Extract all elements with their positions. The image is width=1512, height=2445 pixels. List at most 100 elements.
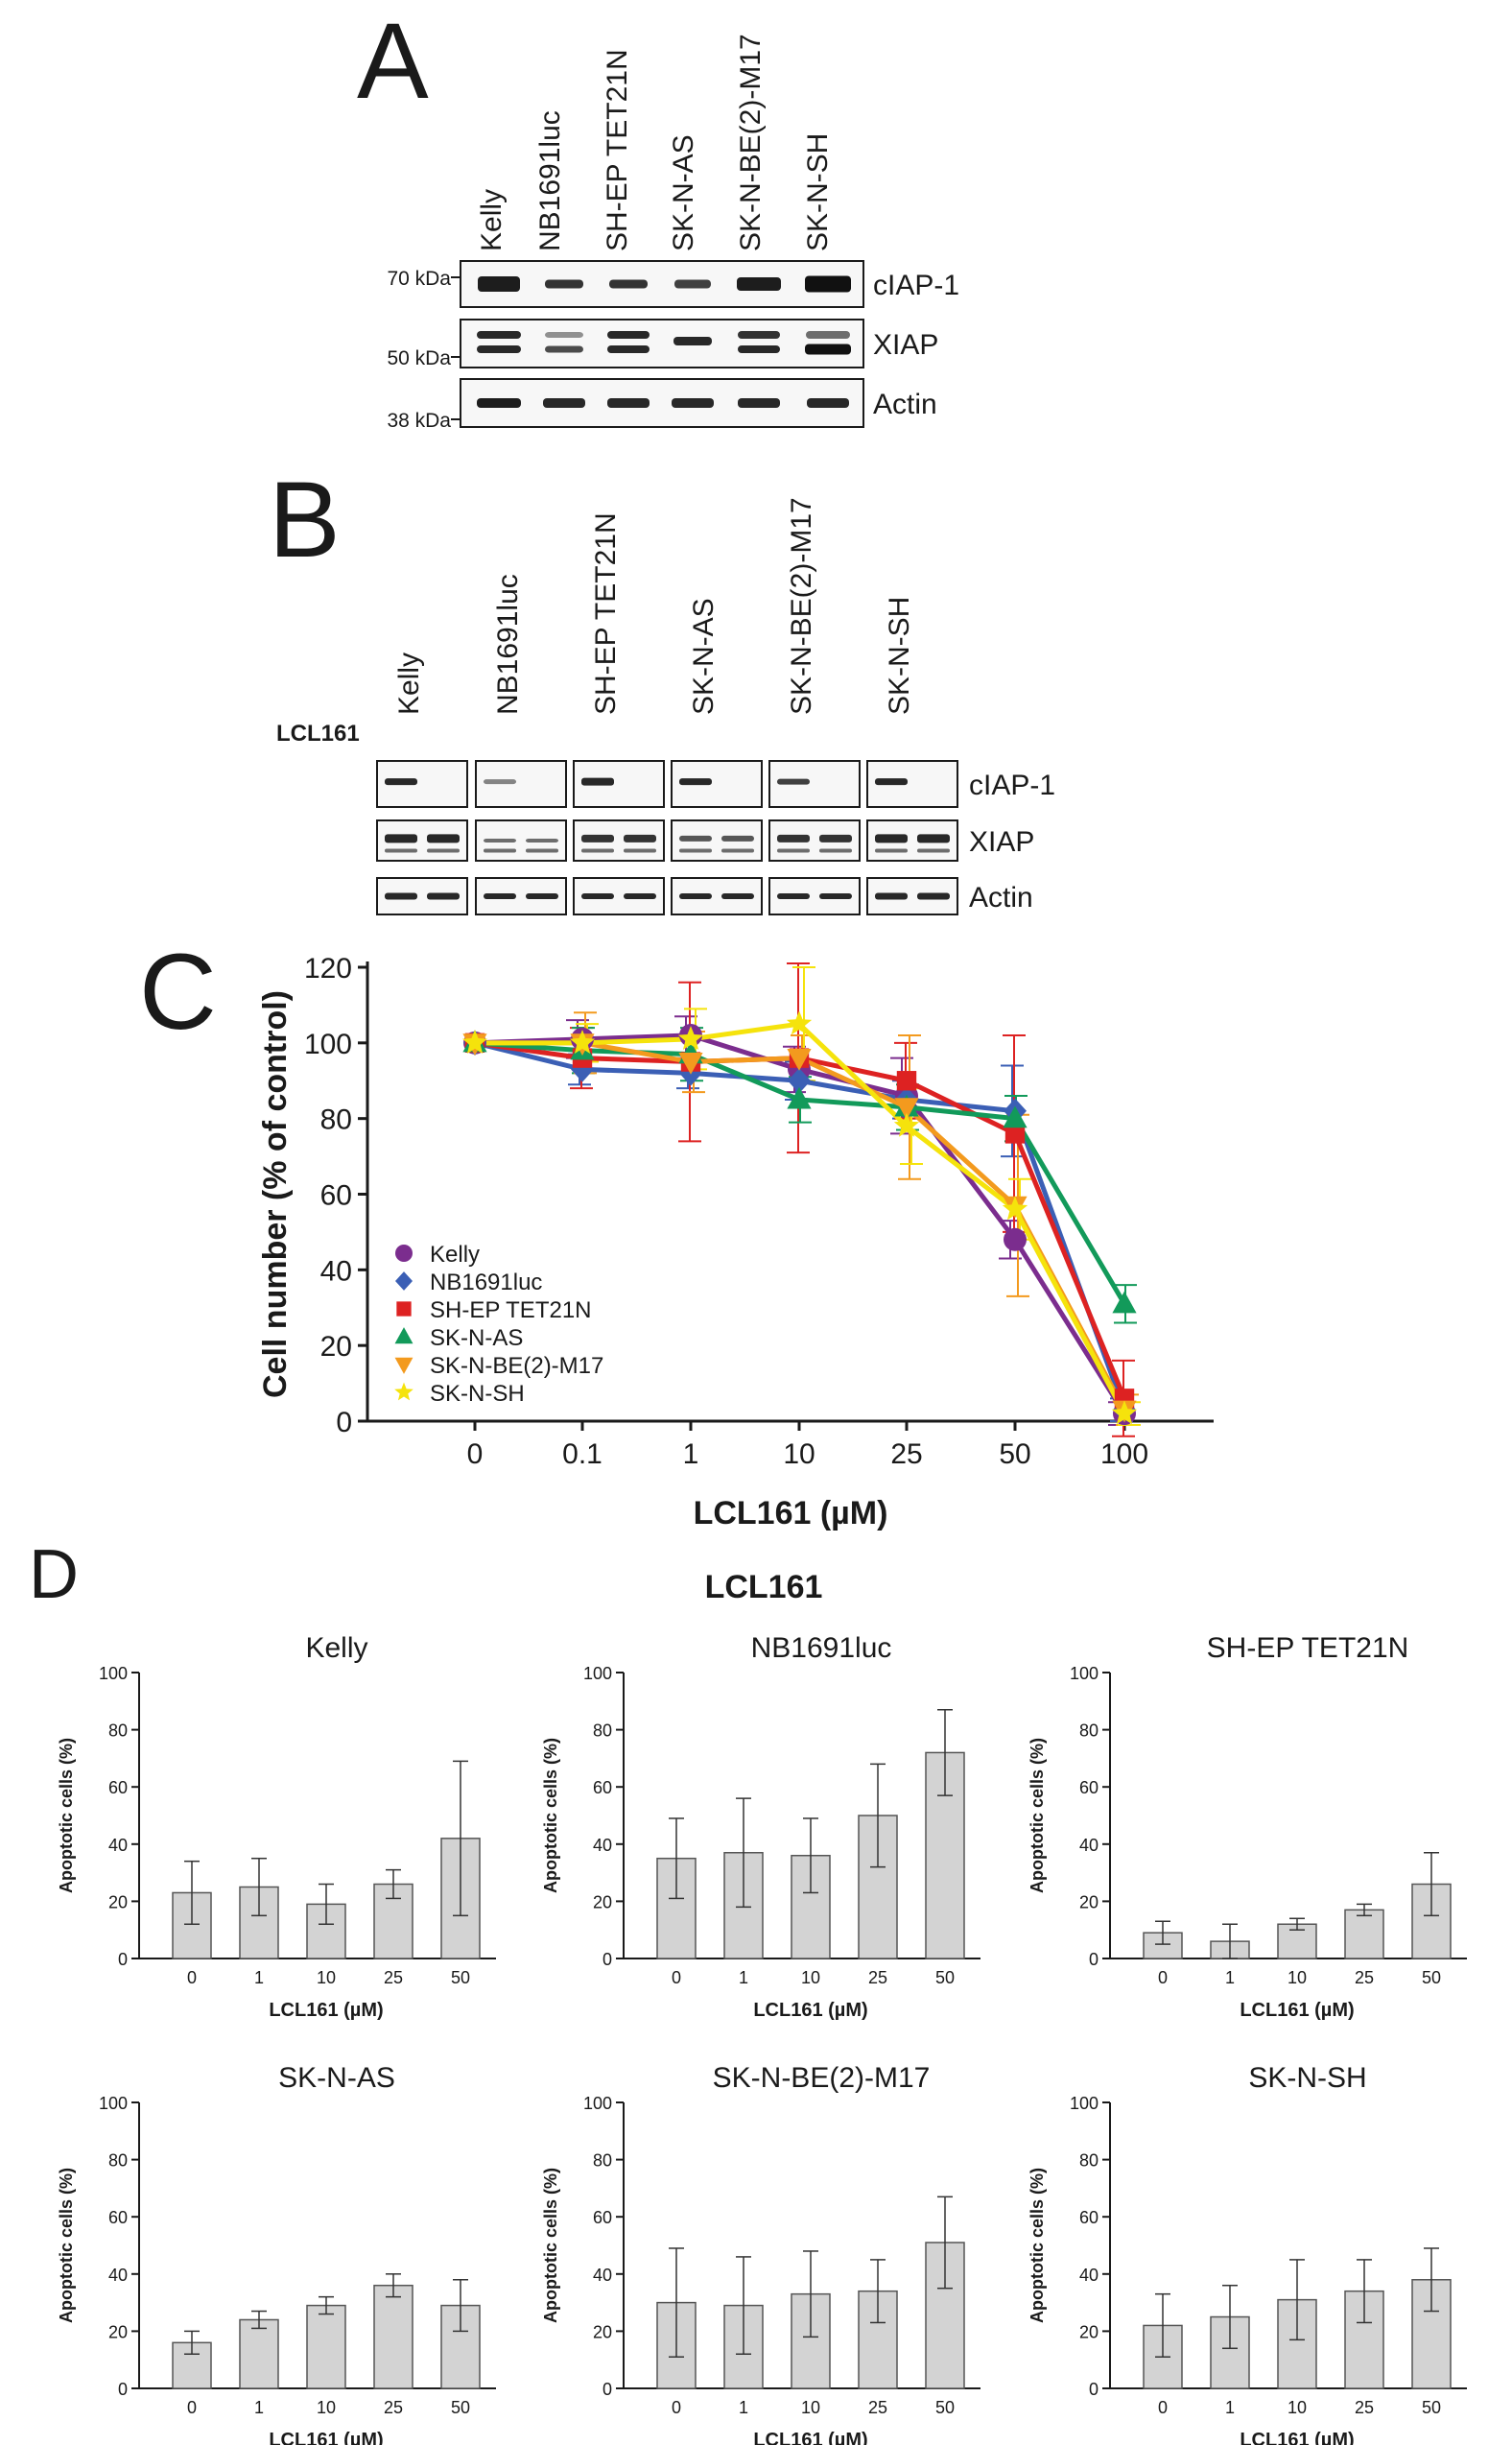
band-b-ciap-1-kelly-minus <box>385 778 417 786</box>
band-ciap-1-lane-1-1 <box>478 276 520 292</box>
d-xtick-label-sk-n-sh-10: 10 <box>1288 2398 1307 2417</box>
blot-label-actin: Actin <box>873 389 937 420</box>
c-ytick-label-40: 40 <box>320 1255 352 1287</box>
d-xtick-label-kelly-10: 10 <box>317 1968 336 1987</box>
band-b-actin-sh-ep-tet21n-plus <box>624 893 656 899</box>
d-chart-title-kelly: Kelly <box>305 1632 367 1664</box>
d-xtick-label-nb1691luc-0: 0 <box>672 1968 681 1987</box>
panel-b-blots: cIAP-1 XIAP Actin <box>376 760 1055 915</box>
c-legend-label-nb1691luc: NB1691luc <box>430 1270 542 1295</box>
c-legend-label-sk-n-be-2-m17: SK-N-BE(2)-M17 <box>430 1353 603 1379</box>
band-b-actin-sk-n-be-2-m17-minus <box>777 893 810 899</box>
d-chart-kelly: Kelly 0 20 40 60 80 100 Apoptotic cells (%) 0 1 10… <box>57 1632 496 2021</box>
band-b-xiap-nb1691luc-plus <box>526 839 558 843</box>
d-ytick-label-kelly-20: 20 <box>108 1892 128 1911</box>
lane-label-nb1691luc: NB1691luc <box>534 110 566 251</box>
c-point-sk-n-sh-5 <box>1002 1196 1028 1221</box>
d-ytick-label-kelly-100: 100 <box>99 1664 128 1683</box>
band-ciap-1-lane-5-1 <box>737 277 781 291</box>
band-b-xiap-lower-sk-n-be-2-m17-plus <box>819 848 852 853</box>
d-ytick-label-sh-ep-tet21n-80: 80 <box>1079 1721 1099 1741</box>
c-y-axis-label: Cell number (% of control) <box>257 990 294 1398</box>
d-xtick-label-nb1691luc-1: 1 <box>739 1968 748 1987</box>
band-actin-lane-6-1 <box>807 398 849 408</box>
d-y-axis-label-sk-n-be-2-m17: Apoptotic cells (%) <box>541 2168 560 2323</box>
c-point-sk-n-be-2-m17-4 <box>894 1098 919 1121</box>
d-xtick-label-sk-n-be-2-m17-25: 25 <box>868 2398 887 2417</box>
band-ciap-1-lane-3-1 <box>609 279 648 289</box>
d-ytick-label-sk-n-be-2-m17-100: 100 <box>583 2094 612 2113</box>
band-b-xiap-sk-n-sh-minus <box>875 834 908 843</box>
band-b-xiap-sk-n-be-2-m17-minus <box>777 834 810 843</box>
d-x-axis-label-nb1691luc: LCL161 (µM) <box>753 2000 867 2021</box>
c-x-axis-label: LCL161 (µM) <box>694 1495 888 1531</box>
d-y-axis-label-kelly: Apoptotic cells (%) <box>57 1738 76 1893</box>
d-xtick-label-kelly-50: 50 <box>451 1968 470 1987</box>
band-b-actin-sk-n-be-2-m17-plus <box>819 893 852 899</box>
d-ytick-label-sh-ep-tet21n-40: 40 <box>1079 1836 1099 1855</box>
blot-label-xiap: XIAP <box>873 329 938 361</box>
band-xiap-lane-1-2 <box>477 345 521 353</box>
band-b-actin-kelly-plus <box>427 892 460 900</box>
d-y-axis-label-sh-ep-tet21n: Apoptotic cells (%) <box>1028 1738 1047 1893</box>
panel-a-blots: cIAP-1 XIAP Actin <box>460 260 959 428</box>
d-ytick-label-sk-n-sh-60: 60 <box>1079 2208 1099 2227</box>
band-b-xiap-sh-ep-tet21n-minus <box>581 834 614 843</box>
d-xtick-label-sk-n-sh-0: 0 <box>1158 2398 1168 2417</box>
band-b-xiap-kelly-plus <box>427 834 460 843</box>
d-xtick-label-sk-n-be-2-m17-1: 1 <box>739 2398 748 2417</box>
c-ytick-label-80: 80 <box>320 1104 352 1136</box>
d-bar-sk-n-as-25 <box>373 2284 413 2389</box>
band-b-actin-sh-ep-tet21n-minus <box>581 893 614 899</box>
band-b-ciap-1-sk-n-as-minus <box>679 778 712 786</box>
band-ciap-1-lane-2-1 <box>545 279 583 289</box>
band-b-ciap-1-sh-ep-tet21n-minus <box>581 777 614 786</box>
d-ytick-label-sk-n-as-60: 60 <box>108 2208 128 2227</box>
band-xiap-lane-3-1 <box>607 331 650 339</box>
marker-70-kda: 70 kDa <box>387 268 451 290</box>
lane-label-sk-n-sh: SK-N-SH <box>802 133 834 251</box>
d-ytick-label-nb1691luc-40: 40 <box>593 1836 612 1855</box>
band-b-ciap-1-sk-n-sh-minus <box>875 778 908 786</box>
c-point-sk-n-as-3 <box>787 1086 812 1109</box>
d-ytick-label-sk-n-be-2-m17-20: 20 <box>593 2322 612 2341</box>
band-b-ciap-1-nb1691luc-minus <box>484 779 516 785</box>
d-ytick-label-sk-n-sh-80: 80 <box>1079 2151 1099 2171</box>
d-ytick-label-sh-ep-tet21n-0: 0 <box>1089 1950 1099 1969</box>
d-xtick-label-sh-ep-tet21n-25: 25 <box>1355 1968 1374 1987</box>
panel-b-letter: B <box>269 460 341 580</box>
panel-d-letter: D <box>29 1536 79 1613</box>
band-actin-lane-1-1 <box>477 398 521 408</box>
c-xtick-label-100: 100 <box>1100 1438 1148 1470</box>
band-b-xiap-lower-sk-n-sh-plus <box>917 848 950 853</box>
panel-a-letter: A <box>357 1 429 121</box>
d-xtick-label-sh-ep-tet21n-50: 50 <box>1422 1968 1441 1987</box>
d-ytick-label-nb1691luc-80: 80 <box>593 1721 612 1741</box>
band-xiap-lane-3-2 <box>607 345 650 353</box>
band-b-xiap-lower-sk-n-sh-minus <box>875 848 908 853</box>
band-xiap-lane-2-1 <box>545 332 583 338</box>
d-xtick-label-nb1691luc-50: 50 <box>935 1968 955 1987</box>
band-xiap-lane-1-1 <box>477 331 521 339</box>
c-ytick-label-20: 20 <box>320 1331 352 1363</box>
blot-box-ciap-1 <box>460 260 864 308</box>
d-xtick-label-sh-ep-tet21n-1: 1 <box>1225 1968 1235 1987</box>
c-legend-label-sk-n-sh: SK-N-SH <box>430 1381 525 1407</box>
d-xtick-label-sk-n-sh-25: 25 <box>1355 2398 1374 2417</box>
d-chart-sk-n-sh: SK-N-SH 0 20 40 60 80 100 Apoptotic cells (%) 0 1… <box>1028 2062 1467 2445</box>
d-ytick-label-kelly-40: 40 <box>108 1836 128 1855</box>
panel-a: A Kelly NB1691luc SH-EP TET21N SK-N-AS SK-N-… <box>357 1 959 432</box>
c-ytick-label-100: 100 <box>304 1029 352 1060</box>
d-ytick-label-kelly-0: 0 <box>118 1950 128 1969</box>
lane-label-kelly: Kelly <box>476 189 508 251</box>
c-legend-marker-nb1691luc <box>395 1271 413 1291</box>
band-xiap-lane-4-1 <box>673 337 712 345</box>
d-ytick-label-sk-n-as-20: 20 <box>108 2322 128 2341</box>
band-b-xiap-lower-kelly-minus <box>385 848 417 853</box>
band-b-xiap-lower-sh-ep-tet21n-plus <box>624 848 656 853</box>
c-point-sk-n-sh-3 <box>786 1010 813 1035</box>
band-b-actin-nb1691luc-plus <box>526 893 558 899</box>
d-y-axis-label-nb1691luc: Apoptotic cells (%) <box>541 1738 560 1893</box>
